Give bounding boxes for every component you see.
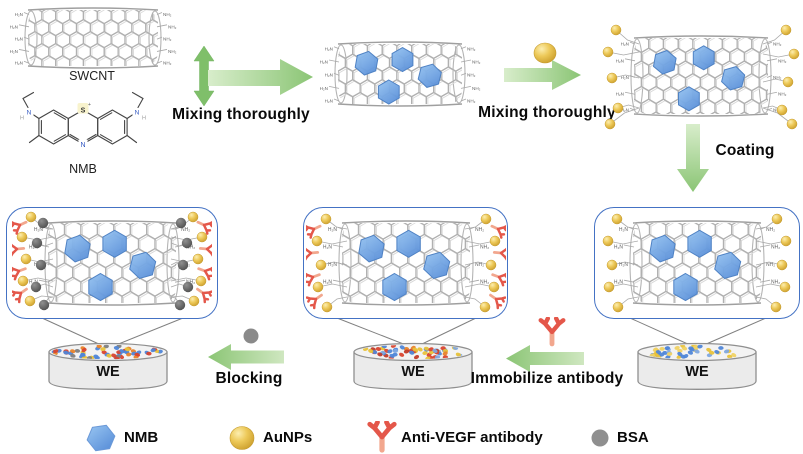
- svg-text:NH₂: NH₂: [181, 227, 190, 233]
- svg-text:H₂N: H₂N: [15, 37, 23, 42]
- svg-text:H: H: [142, 116, 146, 122]
- svg-text:H₂N: H₂N: [621, 42, 629, 47]
- svg-text:H₂N: H₂N: [15, 12, 23, 17]
- mixing-step-2-label: Mixing thoroughly: [478, 104, 616, 121]
- svg-text:+: +: [88, 102, 91, 108]
- svg-text:N: N: [135, 110, 140, 117]
- svg-text:H₂N: H₂N: [621, 75, 629, 80]
- electrode-right: WE: [637, 342, 757, 390]
- legend-antibody-label: Anti-VEGF antibody: [401, 429, 543, 446]
- svg-text:NH₂: NH₂: [472, 60, 481, 65]
- aunp-sphere-icon: [533, 42, 557, 64]
- legend-aunps-label: AuNPs: [263, 429, 313, 446]
- we-label: WE: [96, 364, 120, 380]
- panel-antibody-composite: H₂N NH₂ H₂N NH₂ H₂N NH₂ H₂N NH₂: [303, 207, 508, 319]
- nmb-label: NMB: [69, 162, 97, 176]
- svg-text:H₂N: H₂N: [320, 86, 328, 91]
- legend-bsa-label: BSA: [617, 429, 649, 446]
- mixing-step-1-label: Mixing thoroughly: [172, 106, 310, 123]
- blocking-arrow-icon: [208, 344, 284, 370]
- svg-text:H₂N: H₂N: [619, 262, 629, 268]
- svg-text:NH₂: NH₂: [475, 227, 484, 233]
- bsa-dot-icon: [243, 328, 259, 344]
- svg-text:NH₂: NH₂: [778, 58, 787, 63]
- we-label: WE: [401, 364, 425, 380]
- legend-aunp-icon: [229, 426, 255, 450]
- svg-text:NH₂: NH₂: [778, 92, 787, 97]
- svg-text:NH₂: NH₂: [773, 75, 782, 80]
- svg-text:NH₂: NH₂: [773, 42, 782, 47]
- immobilize-arrow-icon: [506, 345, 584, 372]
- blocking-label: Blocking: [215, 370, 283, 387]
- svg-text:NH₂: NH₂: [480, 280, 489, 286]
- immobilize-label: Immobilize antibody: [470, 370, 624, 387]
- svg-text:NH₂: NH₂: [475, 262, 484, 268]
- mixing-double-arrow-icon: [193, 45, 313, 107]
- svg-text:H₂N: H₂N: [15, 61, 23, 66]
- coated-composite-drawing: H₂N NH₂ H₂N NH₂ H₂N NH₂ H₂N NH₂: [602, 213, 792, 313]
- svg-text:H: H: [20, 116, 24, 122]
- legend-nmb-label: NMB: [124, 429, 159, 446]
- svg-text:N: N: [80, 142, 85, 149]
- svg-text:NH₂: NH₂: [771, 245, 780, 251]
- svg-text:NH₂: NH₂: [766, 227, 775, 233]
- coating-label: Coating: [715, 142, 775, 159]
- mixing-arrow-2-icon: [504, 60, 581, 90]
- svg-text:H₂N: H₂N: [327, 227, 337, 233]
- svg-text:H₂N: H₂N: [325, 99, 333, 104]
- svg-text:NH₂: NH₂: [480, 245, 489, 251]
- swcnt-nmb-drawing: H₂N NH₂ H₂N NH₂ H₂N NH₂ H₂N NH₂ H₂N NH₂: [320, 41, 481, 107]
- svg-text:H₂N: H₂N: [325, 46, 333, 51]
- svg-text:NH₂: NH₂: [467, 99, 476, 104]
- svg-text:H₂N: H₂N: [616, 58, 624, 63]
- coating-arrow-icon: [677, 124, 709, 192]
- svg-text:H₂N: H₂N: [325, 73, 333, 78]
- svg-text:N: N: [27, 110, 32, 117]
- svg-text:NH₂: NH₂: [472, 86, 481, 91]
- svg-text:H₂N: H₂N: [614, 280, 624, 286]
- svg-text:H₂N: H₂N: [616, 92, 624, 97]
- svg-text:H₂N: H₂N: [322, 245, 332, 251]
- antibody-composite-drawing: H₂N NH₂ H₂N NH₂ H₂N NH₂ H₂N NH₂: [305, 213, 506, 313]
- legend-antibody-icon: [367, 421, 397, 453]
- electrode-middle: WE: [353, 342, 473, 390]
- svg-text:H₂N: H₂N: [621, 108, 629, 113]
- svg-text:NH₂: NH₂: [771, 280, 780, 286]
- svg-text:H₂N: H₂N: [619, 227, 629, 233]
- electrode-left: WE: [48, 342, 168, 390]
- svg-text:NH₂: NH₂: [467, 73, 476, 78]
- svg-text:NH₂: NH₂: [163, 61, 172, 66]
- svg-text:H₂N: H₂N: [614, 245, 624, 251]
- legend-bsa-icon: [591, 429, 609, 447]
- svg-text:S: S: [81, 108, 86, 115]
- legend-nmb-hexagon-icon: [86, 424, 116, 452]
- svg-text:H₂N: H₂N: [34, 227, 44, 233]
- svg-text:NH₂: NH₂: [168, 49, 177, 54]
- swcnt-label: SWCNT: [69, 69, 115, 83]
- panel-coated-composite: H₂N NH₂ H₂N NH₂ H₂N NH₂ H₂N NH₂: [594, 207, 800, 319]
- svg-text:NH₂: NH₂: [168, 24, 177, 29]
- svg-text:NH₂: NH₂: [766, 262, 775, 268]
- svg-text:H₂N: H₂N: [320, 60, 328, 65]
- swcnt-drawing: H₂N NH₂ H₂N NH₂ H₂N NH₂ H₂N NH₂ H₂N NH₂: [10, 7, 177, 69]
- svg-text:H₂N: H₂N: [327, 262, 337, 268]
- we-label: WE: [685, 364, 709, 380]
- svg-text:NH₂: NH₂: [163, 37, 172, 42]
- svg-text:H₂N: H₂N: [29, 245, 39, 251]
- svg-text:NH₂: NH₂: [186, 245, 195, 251]
- svg-text:NH₂: NH₂: [467, 46, 476, 51]
- svg-text:H₂N: H₂N: [10, 49, 18, 54]
- antibody-icon: [538, 317, 566, 347]
- svg-text:NH₂: NH₂: [163, 12, 172, 17]
- svg-text:H₂N: H₂N: [322, 280, 332, 286]
- svg-text:H₂N: H₂N: [10, 24, 18, 29]
